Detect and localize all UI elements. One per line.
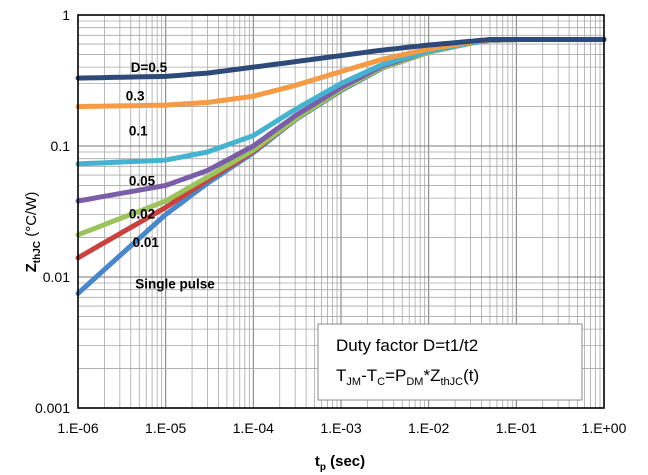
annotation-text: -T (361, 366, 377, 385)
series-label-1: 0.3 (126, 89, 145, 104)
series-label-6: Single pulse (135, 276, 215, 291)
annotation-subscript: JM (346, 376, 361, 388)
x-tick-label: 1.E-03 (320, 420, 361, 436)
y-axis-title-sub: thJC (32, 241, 43, 263)
series-label-5: 0.01 (133, 235, 160, 250)
y-tick-label: 0.001 (35, 400, 70, 416)
x-tick-label: 1.E-02 (408, 420, 449, 436)
annotation-subscript: DM (406, 376, 423, 388)
x-tick-label: 1.E-06 (57, 420, 98, 436)
series-labels: D=0.5 0.3 0.1 0.05 0.02 0.01 Single pulse (126, 60, 216, 291)
x-tick-label: 1.E-01 (496, 420, 537, 436)
y-tick-label: 0.01 (43, 269, 70, 285)
annotation-box-frame (317, 323, 583, 401)
annotation-text: (t) (463, 366, 479, 385)
annotation-text: *Z (423, 366, 440, 385)
y-tick-label: 0.1 (51, 138, 71, 154)
annotation-subscript: C (377, 376, 385, 388)
y-axis-title: ZthJC (°C/W) (23, 192, 43, 273)
tick-labels: 1.E-06 1.E-05 1.E-04 1.E-03 1.E-02 1.E-01 1.E+… (35, 7, 627, 436)
series-label-0: D=0.5 (131, 60, 168, 75)
x-axis-title: tp (sec) (315, 453, 365, 473)
y-axis-title-main: Z (23, 263, 40, 272)
x-tick-label: 1.E+00 (582, 420, 627, 436)
x-tick-label: 1.E-05 (145, 420, 186, 436)
curves (75, 37, 607, 296)
plot-frame (77, 14, 605, 409)
series-line-0 (75, 37, 607, 81)
annotation-box: Duty factor D=t1/t2 TJM-TC=PDM*ZthJC(t) (317, 323, 583, 401)
y-tick-label: 1 (62, 7, 70, 23)
annotation-subscript: thJC (440, 376, 463, 388)
annotation-text: =P (385, 366, 406, 385)
x-axis-title-main: t (315, 453, 320, 470)
annotation-line-2: TJM-TC=PDM*ZthJC(t) (336, 366, 479, 388)
series-label-3: 0.05 (129, 173, 156, 188)
x-axis-title-unit: (sec) (326, 453, 365, 470)
x-tick-label: 1.E-04 (233, 420, 274, 436)
annotation-text: T (336, 366, 346, 385)
annotation-line-1: Duty factor D=t1/t2 (336, 336, 478, 355)
series-label-4: 0.02 (129, 206, 155, 221)
y-axis-title-unit: (°C/W) (23, 192, 40, 241)
series-label-2: 0.1 (129, 124, 148, 139)
x-axis-title-sub: p (320, 462, 326, 473)
